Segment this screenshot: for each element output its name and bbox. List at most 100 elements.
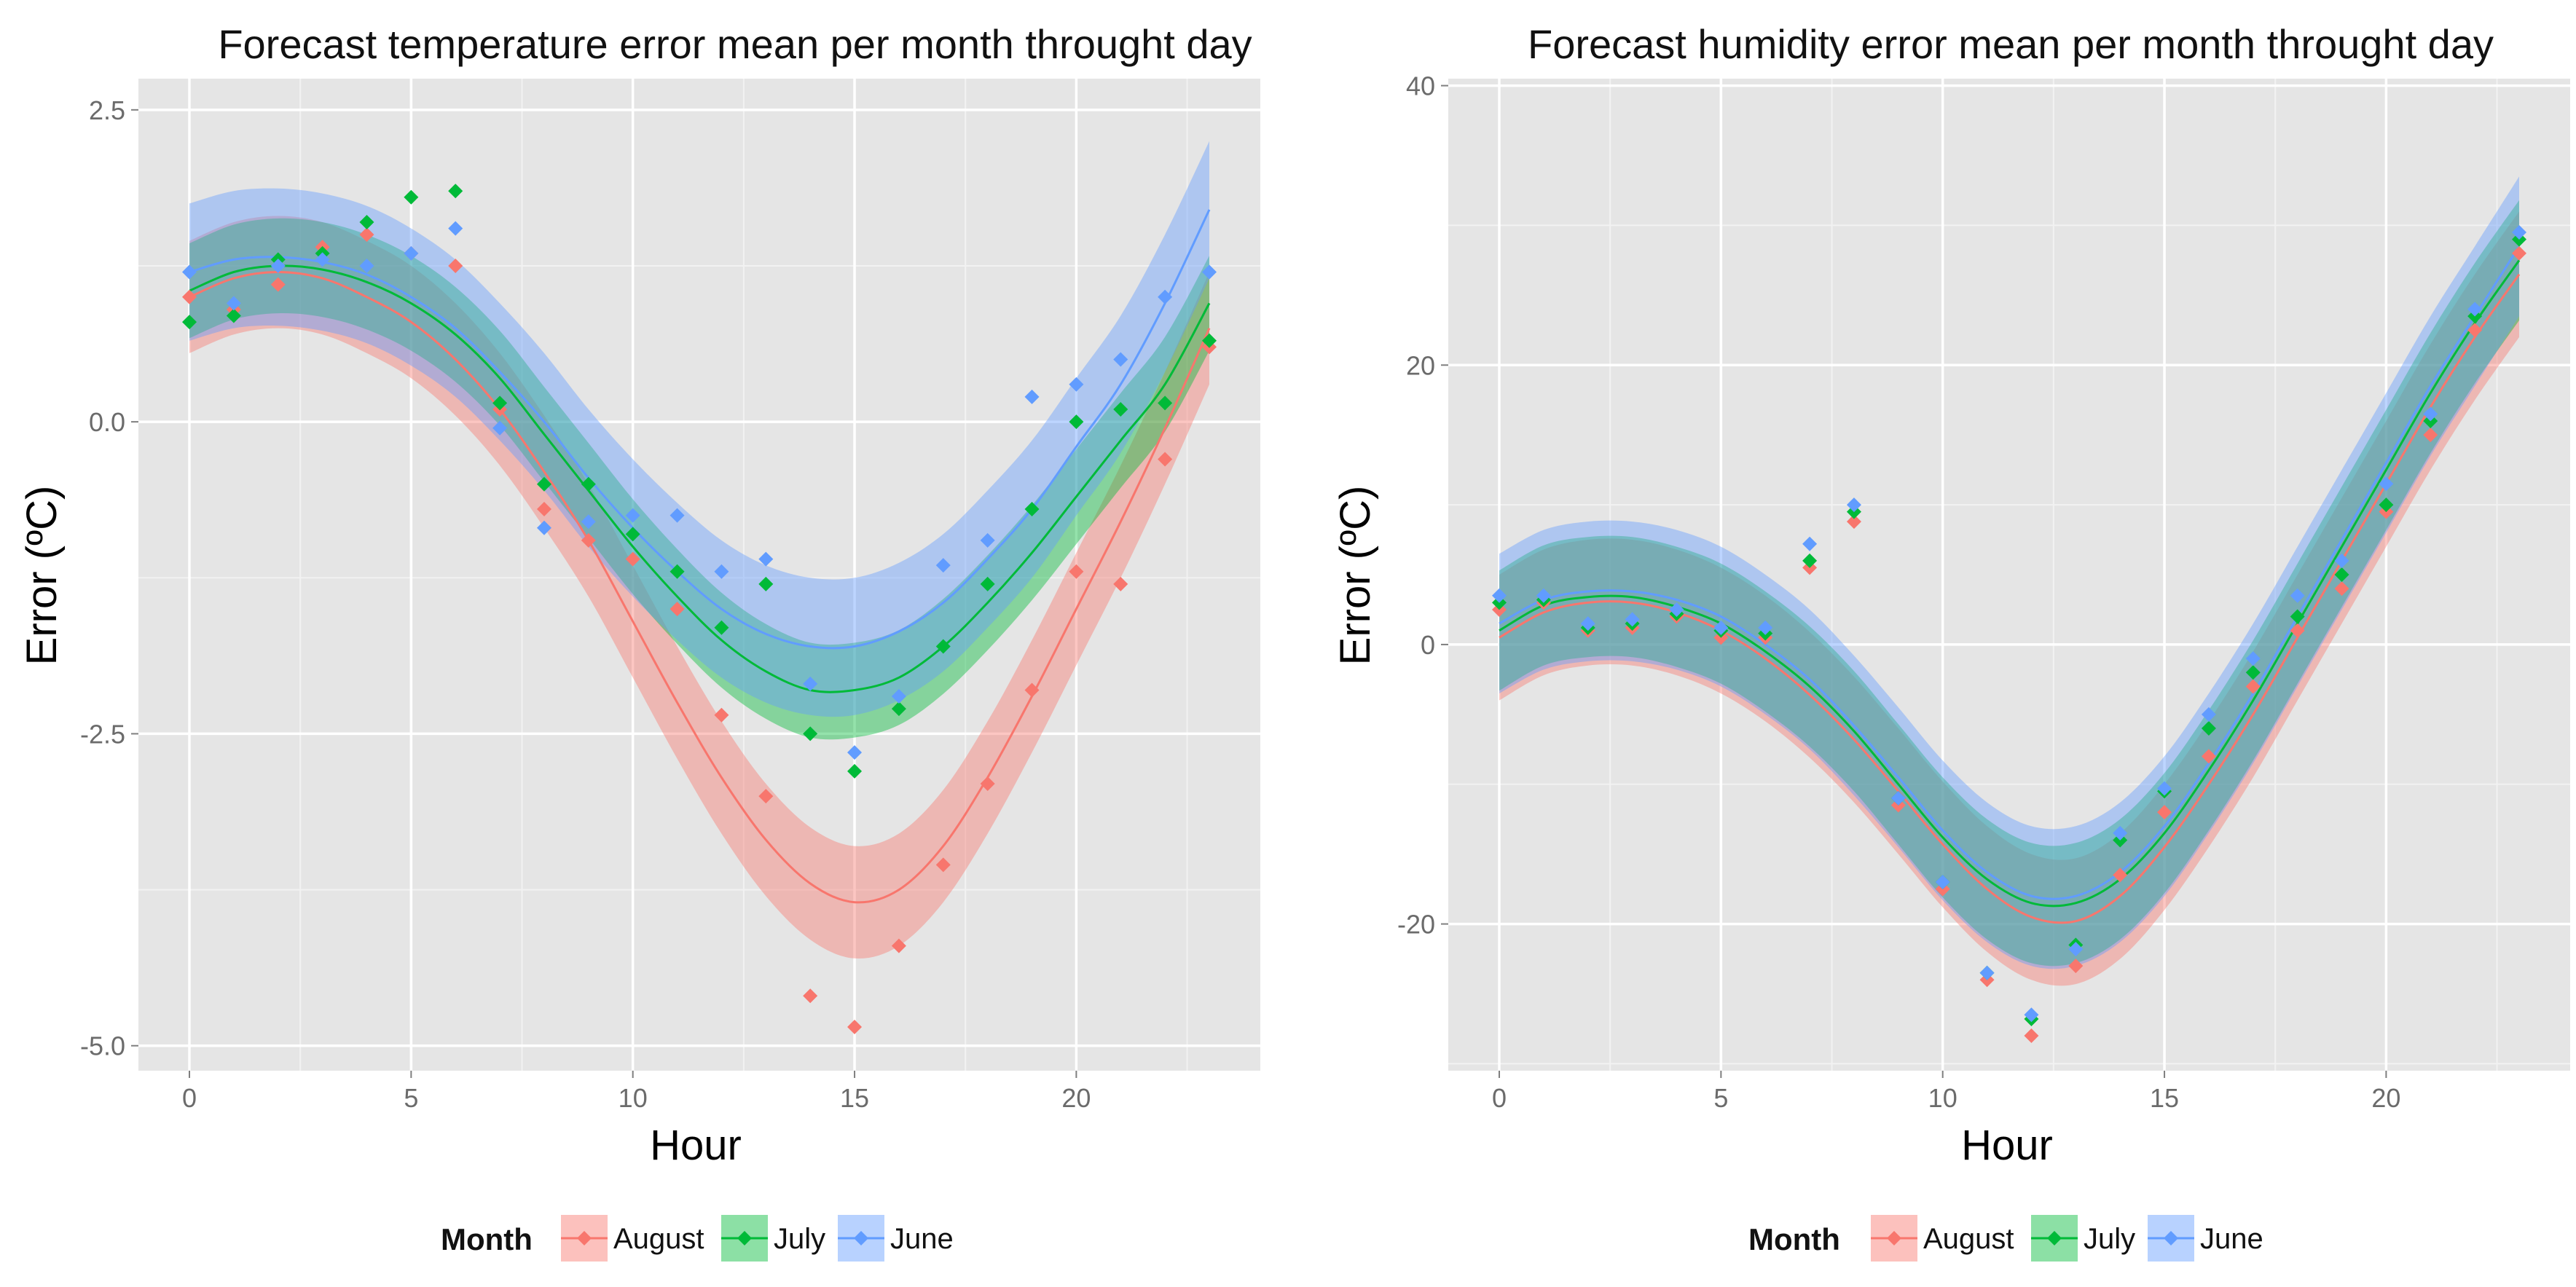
temperature-chart: Forecast temperature error mean per mont… [18, 21, 1260, 1169]
july-data-point [891, 701, 906, 717]
june-data-point [536, 520, 551, 535]
june-data-point [1069, 377, 1084, 392]
humidity-legend-keys: August July June [1871, 1215, 2263, 1262]
july-data-point [404, 189, 419, 205]
x-tick-label: 0 [1492, 1083, 1507, 1113]
august-confidence-band [1499, 211, 2519, 986]
june-data-point [669, 508, 685, 523]
june-data-point [1802, 536, 1818, 551]
humidity-minor-grid [1448, 79, 2570, 1071]
june-data-point [404, 245, 419, 261]
temperature-y-ticks: 2.5 0.0 -2.5 -5.0 [80, 95, 138, 1061]
july-data-point [1158, 395, 1173, 411]
june-data-point [270, 258, 286, 273]
july-data-point [581, 476, 596, 492]
july-data-point [714, 620, 729, 635]
june-data-point [1935, 875, 1950, 890]
august-data-point [714, 707, 729, 723]
july-data-point [980, 576, 995, 591]
june-confidence-band [189, 141, 1209, 717]
x-tick-label: 5 [404, 1083, 418, 1113]
july-data-point [803, 726, 818, 741]
june-data-point [758, 551, 774, 567]
august-data-point [2113, 867, 2128, 883]
humidity-major-grid [1448, 79, 2570, 1071]
temperature-x-ticks: 0 5 10 15 20 [182, 1071, 1091, 1113]
y-tick-label: 40 [1406, 71, 1435, 101]
august-data-point [270, 277, 286, 292]
y-tick-label: -5.0 [80, 1031, 125, 1061]
july-data-point [1202, 333, 1217, 348]
legend-key-marker-august [1887, 1231, 1901, 1245]
july-data-point [1802, 553, 1818, 568]
june-data-point [1024, 389, 1040, 404]
august-data-point [1846, 514, 1861, 530]
august-data-point [935, 857, 951, 873]
x-tick-label: 5 [1713, 1083, 1728, 1113]
humidity-legend-title: Month [1748, 1222, 1840, 1256]
july-data-point [536, 476, 551, 492]
humidity-y-ticks: 40 20 0 -20 [1397, 71, 1448, 940]
july-data-point [625, 527, 640, 542]
august-data-point [2157, 805, 2172, 820]
june-data-point [1536, 588, 1551, 603]
august-data-point [891, 938, 906, 953]
june-data-point [891, 689, 906, 704]
june-fit-line [189, 209, 1211, 650]
july-data-point [847, 763, 863, 779]
june-data-point [2201, 707, 2216, 722]
august-data-point [581, 532, 596, 548]
august-data-point [2068, 959, 2084, 974]
august-data-point [2512, 245, 2526, 261]
y-tick-label: 0 [1421, 630, 1435, 660]
june-data-point [1492, 588, 1507, 603]
july-data-point [2334, 567, 2349, 582]
legend-label-july: July [774, 1223, 825, 1255]
temperature-x-axis-title: Hour [650, 1122, 742, 1169]
legend-key-marker-june [2164, 1231, 2178, 1245]
y-tick-label: 2.5 [89, 95, 125, 125]
july-data-point [226, 308, 241, 323]
temperature-chart-title: Forecast temperature error mean per mont… [218, 21, 1252, 67]
july-data-point [1113, 402, 1128, 417]
july-data-point [758, 576, 774, 591]
june-data-point [847, 745, 863, 760]
x-tick-label: 15 [2150, 1083, 2179, 1113]
august-data-point [2245, 679, 2261, 694]
june-data-point [935, 558, 951, 573]
legend-key-marker-june [854, 1231, 868, 1245]
june-data-point [492, 420, 508, 436]
humidity-data-points [1492, 225, 2526, 1044]
june-data-point [1669, 602, 1684, 617]
june-data-point [226, 296, 241, 311]
temperature-y-axis-title: Error (ºC) [18, 486, 66, 666]
temperature-major-grid [138, 79, 1260, 1071]
humidity-chart: Forecast humidity error mean per month t… [1332, 21, 2570, 1169]
august-fit-line [189, 270, 1211, 904]
july-data-point [2201, 721, 2216, 736]
humidity-x-ticks: 0 5 10 15 20 [1492, 1071, 2400, 1113]
june-data-point [1580, 616, 1595, 631]
july-data-point [182, 315, 197, 330]
x-tick-label: 20 [1061, 1083, 1091, 1113]
august-data-point [803, 988, 818, 1004]
july-data-point [2290, 609, 2305, 624]
humidity-x-axis-title: Hour [1961, 1122, 2053, 1169]
july-data-point [2245, 665, 2261, 680]
legend-label-august: August [613, 1223, 704, 1255]
june-data-point [1202, 264, 1217, 280]
august-data-point [182, 289, 197, 304]
august-data-point [1113, 576, 1128, 591]
temperature-legend-title: Month [441, 1222, 533, 1256]
august-confidence-band [189, 216, 1209, 959]
y-tick-label: 0.0 [89, 407, 125, 437]
june-data-point [2157, 781, 2172, 796]
august-data-point [669, 602, 685, 617]
june-confidence-band [1499, 176, 2519, 969]
june-data-point [2024, 1007, 2039, 1023]
y-tick-label: -2.5 [80, 719, 125, 749]
humidity-y-axis-title: Error (ºC) [1332, 486, 1379, 666]
august-fit-line [1499, 273, 2521, 924]
june-data-point [2068, 942, 2084, 957]
